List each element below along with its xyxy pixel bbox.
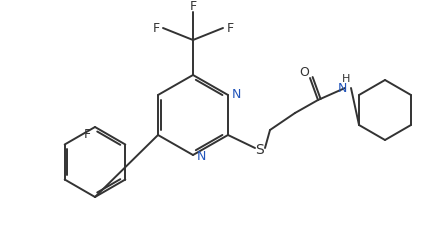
Text: N: N <box>231 89 241 102</box>
Text: H: H <box>342 74 350 84</box>
Text: N: N <box>196 149 206 162</box>
Text: F: F <box>152 21 159 35</box>
Text: F: F <box>190 0 197 13</box>
Text: O: O <box>299 66 309 78</box>
Text: S: S <box>255 143 264 157</box>
Text: F: F <box>83 128 91 141</box>
Text: N: N <box>337 82 347 94</box>
Text: F: F <box>226 21 233 35</box>
